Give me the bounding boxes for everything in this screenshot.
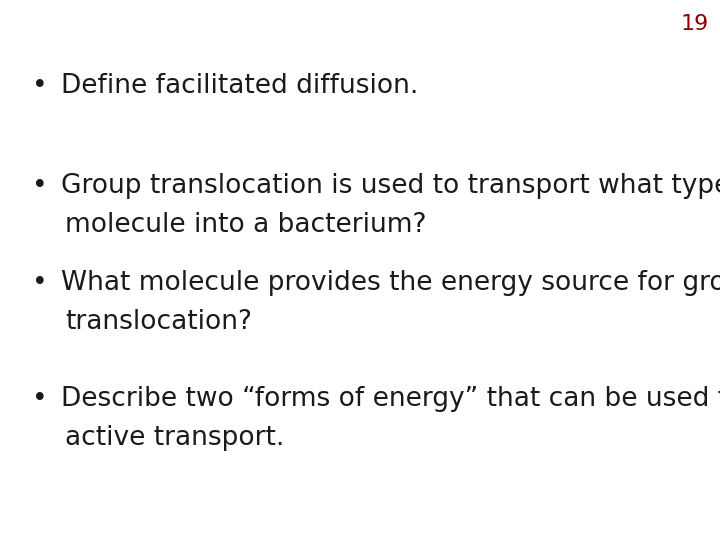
Text: What molecule provides the energy source for group: What molecule provides the energy source… [61, 270, 720, 296]
Text: Describe two “forms of energy” that can be used for: Describe two “forms of energy” that can … [61, 386, 720, 412]
Text: Define facilitated diffusion.: Define facilitated diffusion. [61, 73, 418, 99]
Text: 19: 19 [681, 14, 709, 33]
Text: translocation?: translocation? [65, 309, 252, 335]
Text: active transport.: active transport. [65, 425, 284, 451]
Text: •: • [32, 173, 48, 199]
Text: •: • [32, 270, 48, 296]
Text: •: • [32, 386, 48, 412]
Text: •: • [32, 73, 48, 99]
Text: Group translocation is used to transport what type of: Group translocation is used to transport… [61, 173, 720, 199]
Text: molecule into a bacterium?: molecule into a bacterium? [65, 212, 426, 238]
